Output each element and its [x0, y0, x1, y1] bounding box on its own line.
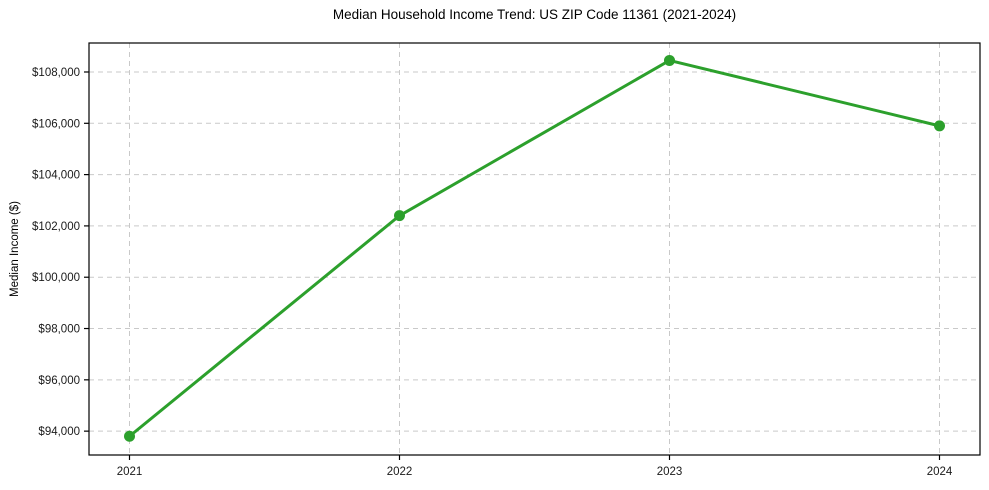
y-tick-label: $96,000 — [38, 375, 80, 387]
data-point — [124, 430, 135, 442]
x-tick-label: 2021 — [117, 466, 143, 478]
x-tick-label: 2024 — [927, 466, 953, 478]
y-tick-label: $98,000 — [38, 324, 80, 336]
trend-line — [128, 58, 941, 438]
data-point — [934, 120, 945, 132]
y-tick-label: $102,000 — [32, 221, 80, 233]
x-tick-label: 2023 — [657, 466, 683, 478]
data-point — [664, 54, 675, 66]
chart-title: Median Household Income Trend: US ZIP Co… — [332, 7, 737, 22]
y-tick-label: $108,000 — [32, 67, 80, 79]
y-tick-label: $100,000 — [32, 272, 80, 284]
y-tick-label: $106,000 — [32, 118, 80, 130]
y-tick-label: $104,000 — [32, 170, 80, 182]
axes-frame — [88, 42, 981, 456]
y-tick-label: $94,000 — [38, 426, 80, 438]
data-point — [394, 210, 405, 222]
x-tick-label: 2022 — [387, 466, 413, 478]
